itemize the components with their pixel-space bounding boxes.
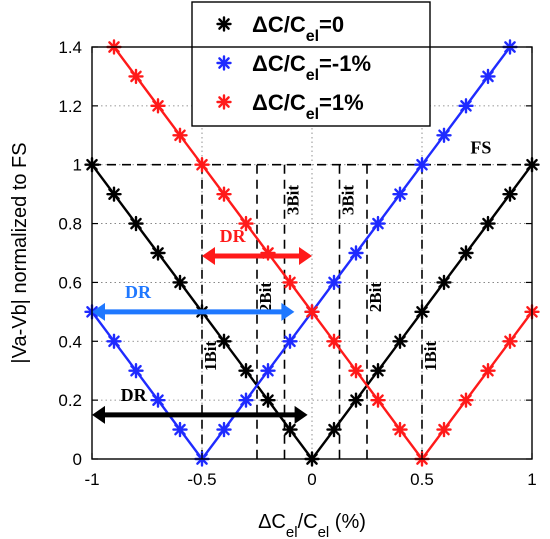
data-point xyxy=(372,394,384,406)
y-tick-label: 0.6 xyxy=(58,273,82,292)
legend-label: ΔC/Cel=-1% xyxy=(252,51,371,84)
data-point xyxy=(218,423,230,436)
dr-arrow-head-left xyxy=(202,246,215,265)
x-tick-label: -1 xyxy=(84,470,99,489)
data-point xyxy=(328,423,340,436)
data-point xyxy=(394,423,406,436)
data-point xyxy=(130,364,142,377)
data-point xyxy=(372,217,384,230)
data-point xyxy=(130,70,142,83)
data-point xyxy=(130,217,142,230)
dr-arrow-head-right xyxy=(299,246,312,265)
data-point xyxy=(416,158,428,171)
data-point xyxy=(328,335,340,348)
data-point xyxy=(350,394,362,406)
data-point xyxy=(152,394,164,406)
legend-label: ΔC/Cel=1% xyxy=(252,90,364,123)
data-point xyxy=(482,70,494,83)
dr-arrow-1: DR xyxy=(92,282,295,321)
data-point xyxy=(262,394,274,406)
bit-threshold-label: 2Bit xyxy=(366,282,385,313)
data-point xyxy=(306,306,318,318)
data-point xyxy=(262,364,274,377)
data-point xyxy=(218,57,230,69)
data-point xyxy=(504,188,516,200)
data-point xyxy=(284,276,296,289)
x-tick-label: 0 xyxy=(307,470,316,489)
data-point xyxy=(482,217,494,230)
data-point xyxy=(108,188,120,200)
dr-arrow-2: DR xyxy=(92,385,308,424)
data-point xyxy=(240,394,252,406)
data-point xyxy=(350,247,362,259)
data-point xyxy=(460,247,472,259)
legend-entry: ΔC/Cel=1% xyxy=(216,90,364,123)
data-point xyxy=(174,423,186,436)
data-point xyxy=(218,188,230,200)
data-point xyxy=(152,100,164,112)
fs-label: FS xyxy=(470,138,491,158)
bit-threshold-label: 1Bit xyxy=(201,341,220,372)
data-point xyxy=(218,96,230,108)
y-tick-label: 1.4 xyxy=(58,38,82,57)
data-point xyxy=(394,188,406,200)
dr-label: DR xyxy=(121,385,148,405)
x-axis-label: ΔCel/Cel (%) xyxy=(258,511,366,539)
y-tick-label: 0.4 xyxy=(58,332,82,351)
legend-box xyxy=(191,1,431,127)
data-point xyxy=(108,335,120,348)
dr-label: DR xyxy=(220,226,247,246)
dr-arrow-head-right xyxy=(281,302,295,321)
y-tick-label: 0.2 xyxy=(58,391,82,410)
y-tick-label: 1 xyxy=(73,156,82,175)
data-point xyxy=(174,276,186,289)
data-point xyxy=(350,364,362,377)
data-point xyxy=(394,335,406,348)
bit-threshold-label: 3Bit xyxy=(284,185,303,216)
bit-threshold-label: 1Bit xyxy=(421,341,440,372)
y-tick-label: 0.8 xyxy=(58,215,82,234)
x-tick-label: 1 xyxy=(527,470,536,489)
legend-label: ΔC/Cel=0 xyxy=(252,12,344,45)
data-point xyxy=(504,335,516,348)
data-point xyxy=(174,129,186,142)
y-tick-label: 1.2 xyxy=(58,97,82,116)
plot-frame xyxy=(91,46,533,460)
data-point xyxy=(152,247,164,259)
dr-arrow-0: DR xyxy=(202,226,312,265)
x-tick-label: 0.5 xyxy=(410,470,434,489)
dr-arrow-head-left xyxy=(92,405,105,424)
series-2 xyxy=(106,39,540,467)
data-point xyxy=(438,423,450,436)
data-point xyxy=(482,364,494,377)
data-point xyxy=(240,217,252,230)
bit-threshold-label: 2Bit xyxy=(256,282,275,313)
data-point xyxy=(372,364,384,377)
bit-threshold-label: 3Bit xyxy=(339,185,358,216)
y-axis-label: |Va-Vb| normalized to FS xyxy=(9,142,31,363)
dr-arrow-head-left xyxy=(92,302,105,321)
data-point xyxy=(240,364,252,377)
data-point xyxy=(196,158,208,171)
data-point xyxy=(460,394,472,406)
data-point xyxy=(438,129,450,142)
dr-label: DR xyxy=(125,282,152,302)
legend-entry: ΔC/Cel=0 xyxy=(216,12,344,45)
data-point xyxy=(460,100,472,112)
data-point xyxy=(284,423,296,436)
x-tick-label: -0.5 xyxy=(187,470,216,489)
data-point xyxy=(218,18,230,30)
data-point xyxy=(328,276,340,289)
data-point xyxy=(416,306,428,318)
data-point xyxy=(218,335,230,348)
y-tick-label: 0 xyxy=(73,450,82,469)
dr-arrow-head-right xyxy=(294,405,308,424)
data-point xyxy=(284,335,296,348)
legend-entry: ΔC/Cel=-1% xyxy=(216,51,371,84)
data-point xyxy=(438,276,450,289)
